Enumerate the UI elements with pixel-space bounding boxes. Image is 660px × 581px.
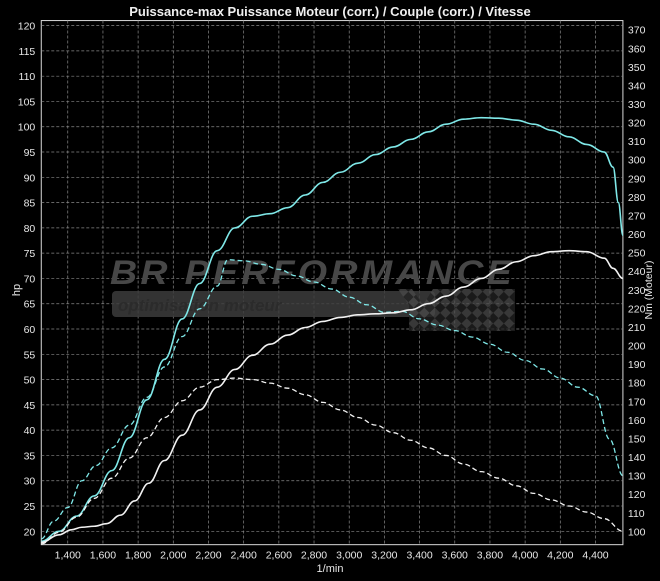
svg-text:95: 95 [24, 147, 36, 159]
svg-text:115: 115 [19, 46, 36, 58]
svg-text:1,800: 1,800 [125, 550, 151, 562]
svg-text:210: 210 [628, 322, 646, 334]
svg-text:140: 140 [628, 452, 646, 464]
svg-text:100: 100 [628, 526, 646, 538]
svg-text:4,400: 4,400 [582, 550, 608, 562]
svg-text:180: 180 [628, 378, 646, 390]
svg-text:optimisation moteur: optimisation moteur [118, 296, 283, 315]
svg-text:105: 105 [18, 96, 36, 108]
svg-text:45: 45 [24, 400, 36, 412]
svg-text:310: 310 [628, 136, 646, 148]
svg-text:4,200: 4,200 [547, 550, 573, 562]
svg-text:170: 170 [628, 396, 646, 408]
svg-text:1,400: 1,400 [55, 550, 81, 562]
svg-text:50: 50 [24, 375, 36, 387]
svg-text:70: 70 [24, 273, 36, 285]
svg-text:3,400: 3,400 [406, 550, 432, 562]
svg-text:35: 35 [24, 450, 36, 462]
svg-text:2,200: 2,200 [195, 550, 221, 562]
svg-text:hp: hp [11, 284, 23, 296]
svg-text:1,600: 1,600 [90, 550, 116, 562]
svg-text:3,800: 3,800 [477, 550, 503, 562]
svg-text:110: 110 [628, 508, 645, 520]
svg-text:80: 80 [24, 223, 36, 235]
svg-text:2,400: 2,400 [231, 550, 257, 562]
svg-text:25: 25 [24, 501, 36, 513]
svg-text:Nm (Moteur): Nm (Moteur) [643, 261, 655, 320]
svg-text:290: 290 [628, 173, 646, 185]
svg-text:100: 100 [18, 122, 36, 134]
svg-text:4,000: 4,000 [512, 550, 538, 562]
svg-text:2,800: 2,800 [301, 550, 327, 562]
svg-text:2,000: 2,000 [160, 550, 186, 562]
svg-text:3,200: 3,200 [371, 550, 397, 562]
svg-text:110: 110 [19, 71, 36, 83]
svg-text:370: 370 [628, 25, 646, 37]
svg-text:260: 260 [628, 229, 646, 241]
svg-text:340: 340 [628, 80, 646, 92]
svg-text:3,600: 3,600 [442, 550, 468, 562]
svg-text:90: 90 [24, 172, 36, 184]
svg-text:120: 120 [628, 489, 646, 501]
svg-text:300: 300 [628, 155, 646, 167]
svg-text:190: 190 [628, 359, 646, 371]
svg-text:360: 360 [628, 43, 646, 55]
svg-text:280: 280 [628, 192, 646, 204]
svg-text:BR PERFORMANCE: BR PERFORMANCE [110, 254, 515, 292]
svg-text:2,600: 2,600 [266, 550, 292, 562]
svg-text:330: 330 [628, 99, 646, 111]
svg-text:55: 55 [24, 349, 36, 361]
svg-text:40: 40 [24, 425, 36, 437]
svg-text:65: 65 [24, 299, 36, 311]
svg-text:150: 150 [628, 433, 646, 445]
svg-text:350: 350 [628, 62, 646, 74]
svg-text:85: 85 [24, 198, 36, 210]
svg-text:3,000: 3,000 [336, 550, 362, 562]
svg-text:20: 20 [24, 526, 36, 538]
svg-text:1/min: 1/min [317, 563, 344, 575]
svg-text:60: 60 [24, 324, 36, 336]
svg-text:320: 320 [628, 118, 646, 130]
svg-text:250: 250 [628, 248, 646, 260]
svg-text:120: 120 [18, 21, 36, 33]
svg-text:160: 160 [628, 415, 646, 427]
svg-text:130: 130 [628, 471, 646, 483]
svg-text:75: 75 [24, 248, 36, 260]
svg-text:200: 200 [628, 341, 646, 353]
svg-text:30: 30 [24, 476, 36, 488]
svg-text:270: 270 [628, 210, 646, 222]
